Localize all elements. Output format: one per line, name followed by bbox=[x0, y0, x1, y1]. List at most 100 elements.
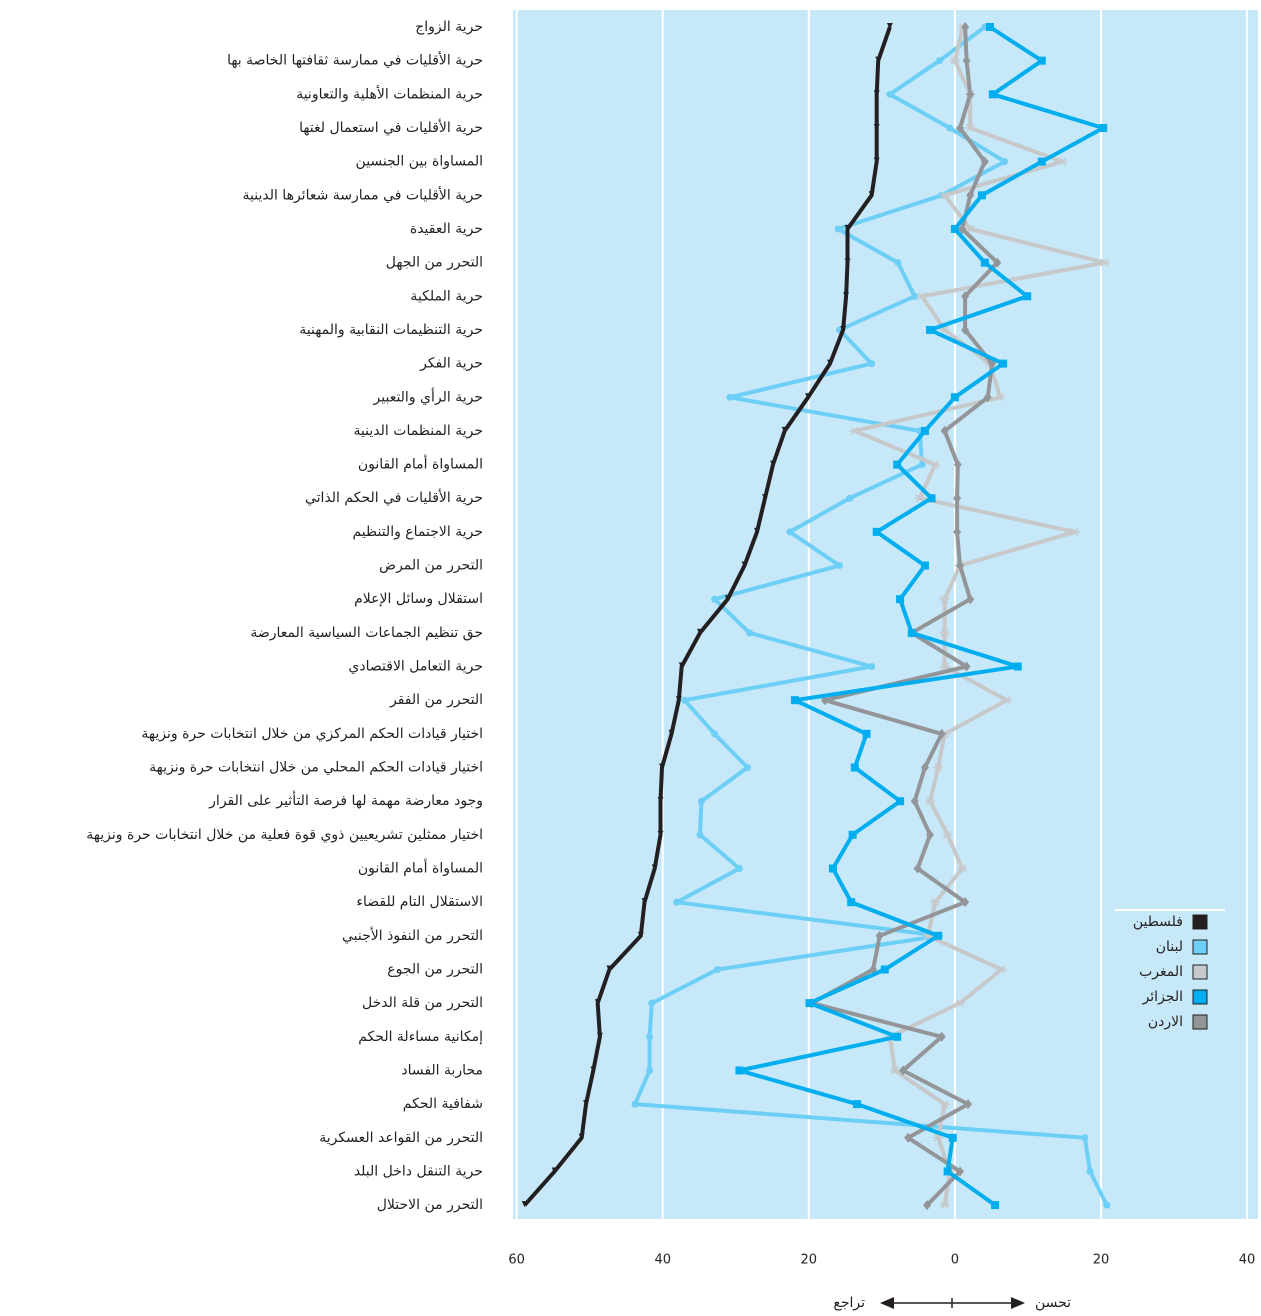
category-label: حرية المنظمات الدينية bbox=[353, 423, 483, 439]
point-marker bbox=[995, 393, 1006, 402]
category-label: التحرر من الاحتلال bbox=[377, 1197, 483, 1213]
point-marker bbox=[873, 157, 880, 164]
point-marker bbox=[834, 225, 842, 233]
category-label: شفافية الحكم bbox=[403, 1096, 483, 1112]
category-label: المساواة أمام القانون bbox=[358, 859, 483, 877]
legend-label: الاردن bbox=[1148, 1014, 1183, 1030]
point-marker bbox=[521, 1201, 528, 1208]
point-marker bbox=[926, 829, 935, 840]
point-marker bbox=[786, 528, 794, 536]
point-marker bbox=[956, 122, 964, 133]
point-marker bbox=[980, 156, 989, 167]
category-label: التحرر من الفقر bbox=[389, 692, 483, 708]
point-marker bbox=[735, 1066, 744, 1075]
point-marker bbox=[939, 595, 950, 604]
point-marker bbox=[1086, 1167, 1094, 1175]
point-marker bbox=[835, 562, 843, 570]
point-marker bbox=[923, 1200, 932, 1211]
point-marker bbox=[862, 729, 871, 738]
point-marker bbox=[741, 561, 748, 568]
point-marker bbox=[696, 628, 703, 635]
point-marker bbox=[958, 223, 967, 234]
category-label: إمكانية مساءلة الحكم bbox=[358, 1029, 483, 1045]
point-marker bbox=[743, 764, 751, 772]
legend-swatch bbox=[1192, 1014, 1208, 1030]
point-marker bbox=[880, 965, 889, 974]
category-label: اختيار ممثلين تشريعيين ذوي قوة فعلية من … bbox=[86, 827, 483, 843]
point-marker bbox=[1069, 527, 1080, 536]
category-label: حرية الفكر bbox=[419, 356, 483, 372]
point-marker bbox=[1103, 1201, 1111, 1209]
point-marker bbox=[868, 191, 875, 198]
point-marker bbox=[907, 628, 916, 637]
point-marker bbox=[714, 965, 722, 973]
point-marker bbox=[578, 1133, 585, 1140]
point-marker bbox=[846, 494, 854, 502]
point-marker bbox=[966, 190, 975, 201]
category-label: حرية الأقليات في ممارسة شعائرها الدينية bbox=[243, 185, 484, 203]
point-marker bbox=[948, 1133, 957, 1142]
point-marker bbox=[939, 662, 950, 671]
point-marker bbox=[847, 898, 856, 907]
point-marker bbox=[828, 864, 837, 873]
point-marker bbox=[657, 797, 664, 804]
category-label: التحرر من المرض bbox=[379, 558, 483, 574]
point-marker bbox=[646, 1033, 654, 1041]
point-marker bbox=[930, 460, 941, 469]
point-marker bbox=[596, 1032, 603, 1039]
point-marker bbox=[1037, 157, 1046, 166]
point-marker bbox=[631, 1100, 639, 1108]
point-marker bbox=[934, 931, 943, 940]
point-marker bbox=[726, 393, 734, 401]
point-marker bbox=[675, 696, 682, 703]
category-label: حرية التنظيمات النقابية والمهنية bbox=[299, 322, 483, 338]
point-marker bbox=[770, 460, 777, 467]
category-label: التحرر من الجوع bbox=[387, 961, 483, 977]
point-marker bbox=[724, 595, 731, 602]
point-marker bbox=[790, 696, 799, 705]
point-marker bbox=[875, 930, 884, 941]
point-marker bbox=[746, 629, 754, 637]
point-marker bbox=[735, 865, 743, 872]
category-label: الاستقلال التام للقضاء bbox=[356, 894, 483, 910]
point-marker bbox=[844, 224, 851, 231]
point-marker bbox=[646, 1066, 654, 1074]
point-marker bbox=[1099, 258, 1110, 267]
point-marker bbox=[961, 324, 970, 335]
point-marker bbox=[637, 931, 644, 938]
point-marker bbox=[844, 258, 851, 265]
point-marker bbox=[953, 526, 962, 537]
point-marker bbox=[1001, 696, 1012, 705]
point-marker bbox=[606, 965, 613, 972]
point-marker bbox=[873, 90, 880, 97]
category-label: التحرر من الجهل bbox=[386, 255, 483, 271]
point-marker bbox=[805, 999, 814, 1008]
point-marker bbox=[955, 999, 965, 1008]
point-marker bbox=[893, 1032, 902, 1041]
point-marker bbox=[925, 797, 936, 806]
point-marker bbox=[993, 257, 1002, 268]
point-marker bbox=[930, 898, 941, 907]
point-marker bbox=[1037, 56, 1046, 65]
point-marker bbox=[911, 292, 919, 300]
point-marker bbox=[848, 830, 857, 839]
point-marker bbox=[868, 663, 876, 671]
x-tick-label: 20 bbox=[801, 1253, 818, 1268]
point-marker bbox=[999, 359, 1008, 368]
point-marker bbox=[583, 1100, 590, 1107]
point-marker bbox=[893, 460, 902, 469]
legend-label: المغرب bbox=[1139, 964, 1183, 980]
point-marker bbox=[937, 728, 946, 739]
point-marker bbox=[781, 426, 788, 433]
point-marker bbox=[590, 1066, 597, 1073]
point-marker bbox=[696, 831, 704, 839]
x-tick-label: 40 bbox=[1239, 1253, 1256, 1268]
point-marker bbox=[927, 494, 936, 503]
point-marker bbox=[950, 393, 959, 402]
point-marker bbox=[753, 527, 760, 534]
legend-swatch bbox=[1192, 914, 1208, 930]
point-marker bbox=[956, 1166, 964, 1177]
category-label: حرية العقيدة bbox=[410, 221, 483, 237]
point-marker bbox=[805, 393, 812, 400]
category-label: حرية التنقل داخل البلد bbox=[354, 1163, 483, 1179]
